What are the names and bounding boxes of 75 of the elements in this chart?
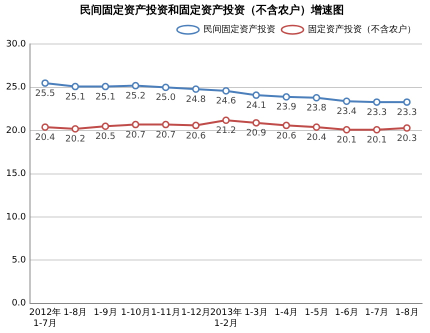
y-tick-label: 0.0 xyxy=(12,298,26,309)
point xyxy=(403,124,411,132)
x-tick-label: 1-4月 xyxy=(274,308,298,318)
data-label: 23.3 xyxy=(396,108,417,118)
data-label: 20.3 xyxy=(396,134,417,144)
x-tick-label: 1-7月 xyxy=(364,308,389,318)
y-tick-label: 5.0 xyxy=(12,256,26,266)
point xyxy=(192,122,200,130)
chart-title: 民间固定资产投资和固定资产投资（不含农户）增速图 xyxy=(80,3,344,16)
data-label: 23.8 xyxy=(306,104,327,114)
point xyxy=(162,84,170,92)
data-label: 20.7 xyxy=(126,130,146,140)
x-tick-label: 1-3月 xyxy=(244,308,268,318)
data-label: 20.1 xyxy=(366,136,387,146)
data-label: 23.3 xyxy=(366,108,387,118)
data-label: 20.9 xyxy=(246,128,266,139)
x-tick-label: 2013年 1-2月 xyxy=(210,307,242,329)
y-tick-label: 15.0 xyxy=(6,169,26,180)
data-label: 25.1 xyxy=(95,92,116,102)
point xyxy=(102,122,110,130)
data-label: 20.2 xyxy=(65,134,86,145)
point xyxy=(222,116,230,124)
data-label: 20.4 xyxy=(35,132,56,143)
x-tick-label: 1-6月 xyxy=(334,308,358,318)
point xyxy=(132,82,140,90)
x-tick-label: 1-5月 xyxy=(304,308,328,318)
data-label: 21.2 xyxy=(216,126,236,136)
data-label: 20.1 xyxy=(336,136,357,146)
point xyxy=(403,98,411,106)
point xyxy=(312,94,320,102)
data-label: 20.6 xyxy=(186,131,206,142)
data-label: 23.9 xyxy=(276,102,297,113)
point xyxy=(222,87,230,95)
data-label: 25.5 xyxy=(35,88,56,99)
x-tick-label: 2012年 1-7月 xyxy=(29,307,62,329)
data-label: 24.1 xyxy=(246,101,266,112)
x-tick-label: 1-8月 xyxy=(63,308,88,318)
point xyxy=(41,79,49,87)
point xyxy=(162,120,170,128)
point xyxy=(252,91,260,99)
y-tick-label: 30.0 xyxy=(6,40,26,50)
point xyxy=(72,125,80,133)
point xyxy=(282,122,290,130)
data-label: 20.7 xyxy=(156,130,176,140)
data-label: 20.4 xyxy=(306,132,327,143)
legend-label: 固定资产投资（不含农户） xyxy=(308,24,416,36)
point xyxy=(192,85,200,93)
point xyxy=(373,126,381,134)
point xyxy=(373,98,381,106)
x-tick-label: 1-10月 xyxy=(120,308,150,318)
x-tick-label: 1-11月 xyxy=(151,308,180,318)
data-label: 25.0 xyxy=(156,93,176,104)
legend-label: 民间固定资产投资 xyxy=(204,24,276,36)
data-label: 25.2 xyxy=(126,92,146,102)
data-label: 25.1 xyxy=(65,92,86,102)
point xyxy=(282,93,290,101)
x-tick-label: 1-8月 xyxy=(395,308,419,318)
point xyxy=(102,82,110,90)
data-label: 24.8 xyxy=(186,94,206,105)
point xyxy=(342,126,350,134)
point xyxy=(342,97,350,105)
data-label: 23.4 xyxy=(336,107,357,118)
x-tick-label: 1-12月 xyxy=(181,308,211,318)
point xyxy=(41,123,49,131)
data-label: 24.6 xyxy=(216,96,236,107)
data-label: 20.5 xyxy=(95,132,116,142)
y-tick-label: 25.0 xyxy=(6,82,26,93)
y-tick-label: 10.0 xyxy=(6,212,26,222)
point xyxy=(312,123,320,131)
x-tick-label: 1-9月 xyxy=(94,308,118,318)
point xyxy=(72,82,80,90)
point xyxy=(132,120,140,128)
y-tick-label: 20.0 xyxy=(6,126,26,136)
point xyxy=(252,119,260,127)
data-label: 20.6 xyxy=(276,131,297,142)
